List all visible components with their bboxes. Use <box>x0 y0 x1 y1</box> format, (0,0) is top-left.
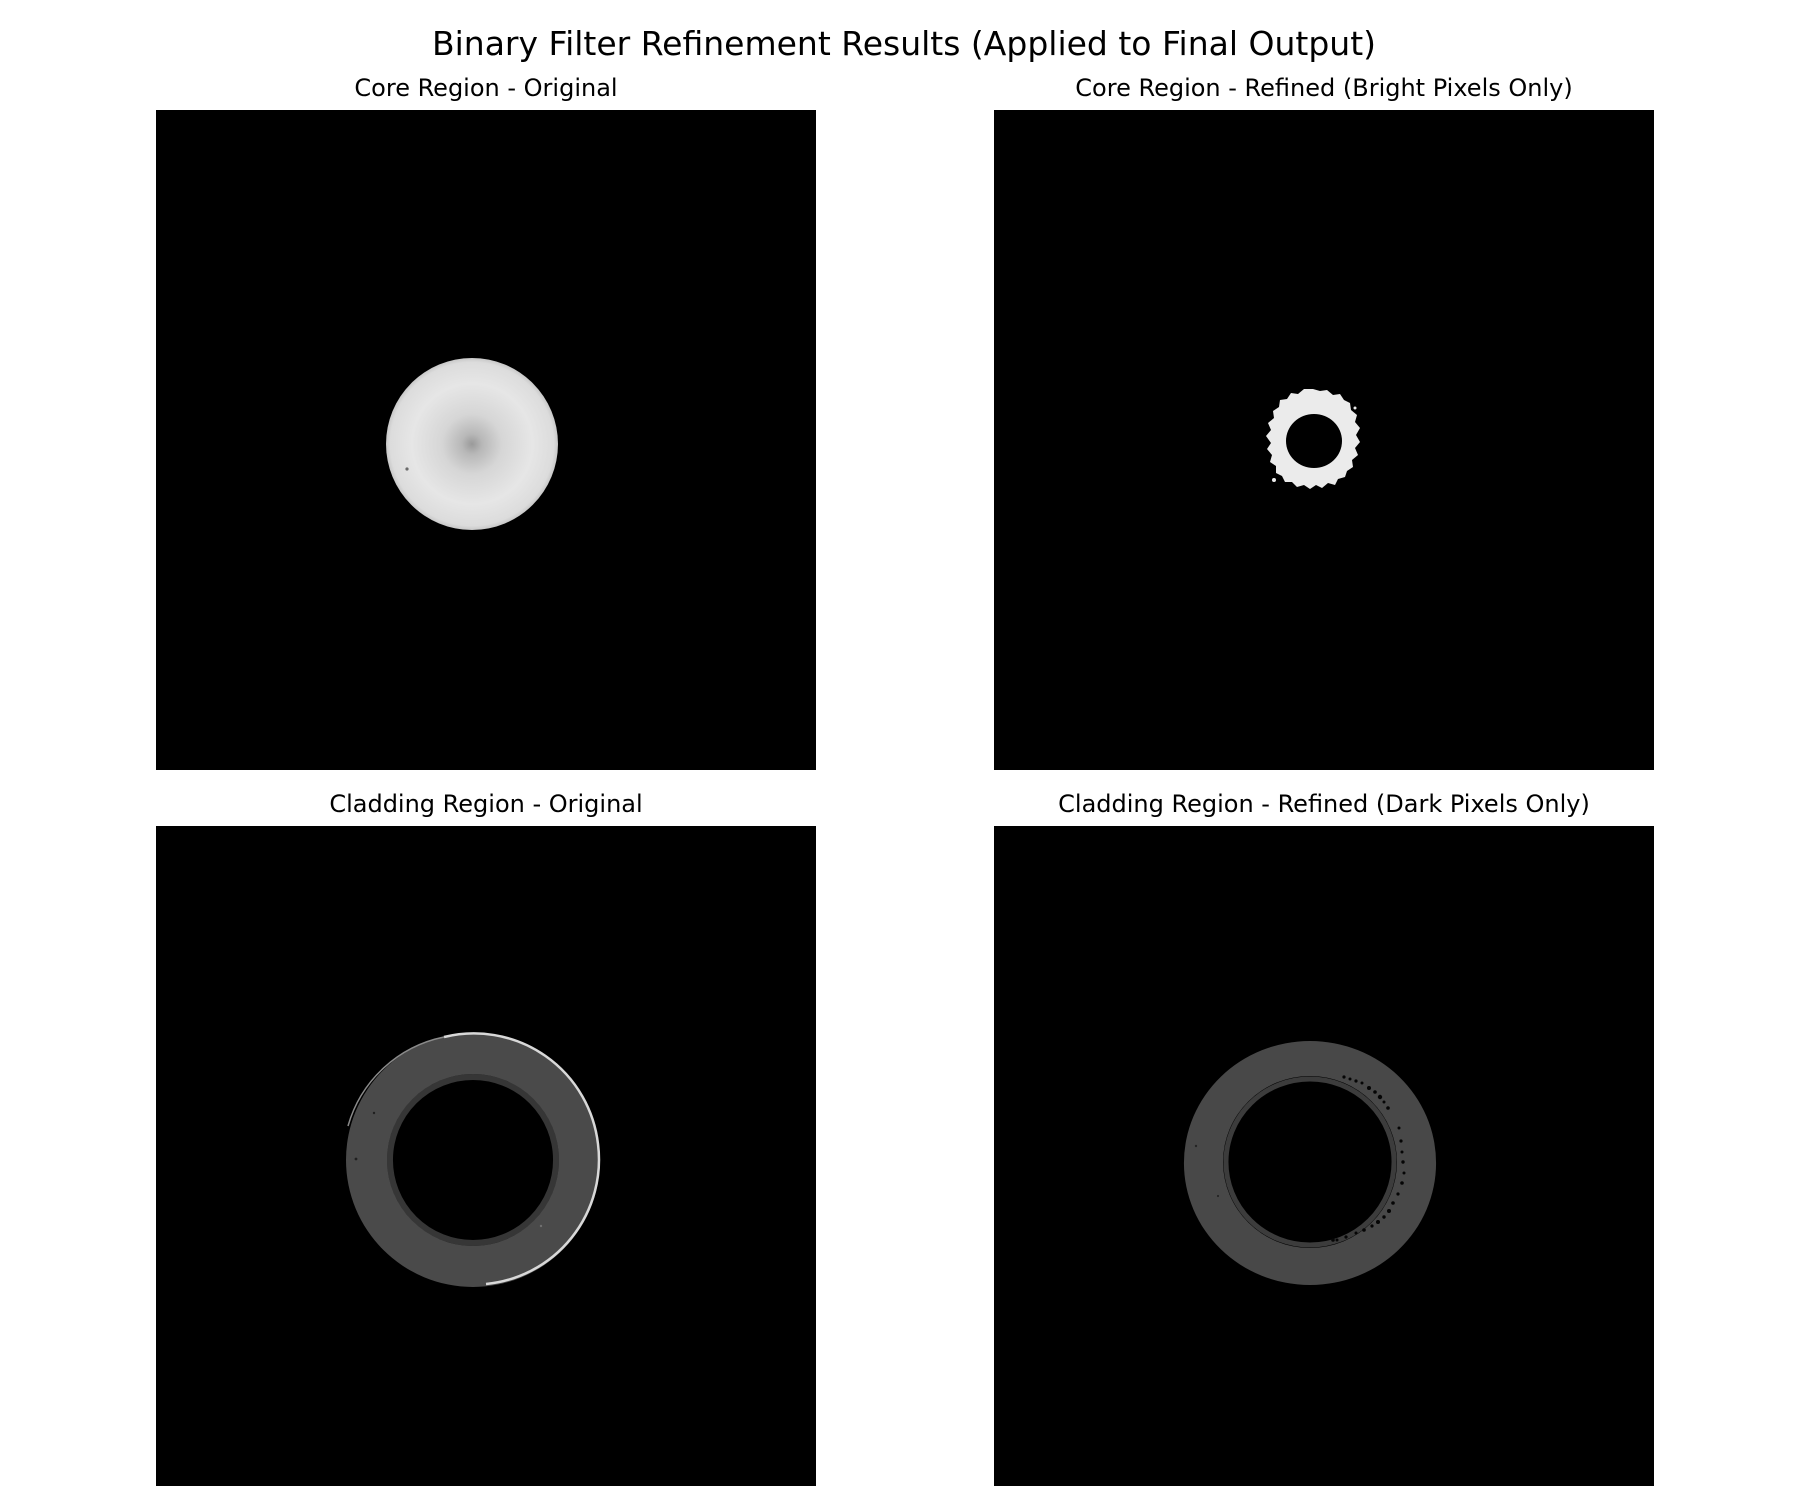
figure-title: Binary Filter Refinement Results (Applie… <box>431 24 1377 63</box>
image-cladding-original <box>156 826 816 1486</box>
panel-title-cladding-original: Cladding Region - Original <box>329 790 643 818</box>
refined-cladding-ring <box>1183 1041 1437 1285</box>
cladding-ring <box>346 1033 600 1287</box>
refined-core-ring <box>1266 389 1360 489</box>
dark-defect-dots <box>1331 1075 1406 1242</box>
image-cladding-refined <box>994 826 1654 1486</box>
panel-title-cladding-refined: Cladding Region - Refined (Dark Pixels O… <box>1058 790 1590 818</box>
image-core-refined <box>994 110 1654 770</box>
cladding-inner-shade <box>387 1073 559 1247</box>
cladding-bright-edge <box>443 1032 601 1286</box>
panel-title-core-refined: Core Region - Refined (Bright Pixels Onl… <box>1075 74 1573 102</box>
panel-title-core-original: Core Region - Original <box>354 74 618 102</box>
core-speck <box>405 467 409 471</box>
image-core-original <box>156 110 816 770</box>
core-disk <box>386 358 558 530</box>
